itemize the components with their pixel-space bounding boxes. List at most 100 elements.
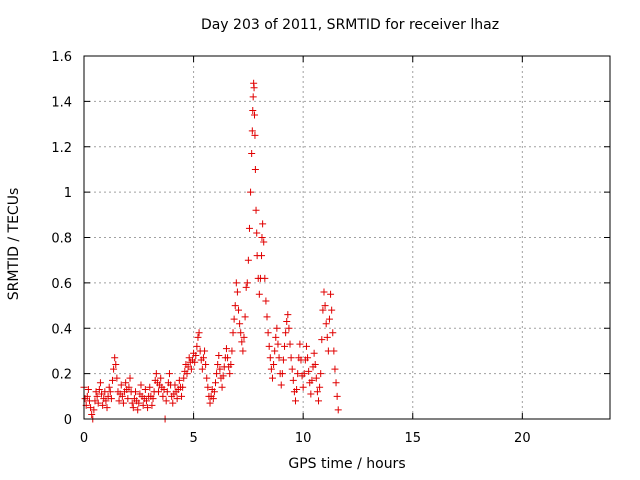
data-point [213,370,221,378]
data-point [266,354,274,362]
chart-title: Day 203 of 2011, SRMTID for receiver lha… [200,17,500,33]
data-point [249,93,257,101]
data-point [259,220,267,228]
data-point [331,365,339,373]
data-point [159,392,167,400]
data-point [279,356,287,364]
data-point [165,370,173,378]
data-point [251,131,259,139]
data-point [227,361,235,369]
data-point [268,374,276,382]
data-point [198,365,206,373]
data-point [272,333,280,341]
y-tick-label: 1.4 [51,95,72,110]
data-point [258,252,266,260]
data-point [180,374,188,382]
data-point [277,381,285,389]
data-point [319,306,327,314]
data-point [132,388,140,396]
data-point [233,288,241,296]
data-point [236,320,244,328]
data-point [288,365,296,373]
data-point [107,395,115,403]
data-point [305,367,313,375]
data-point [270,361,278,369]
data-point [113,374,121,382]
data-point [224,354,232,362]
data-point [118,392,126,400]
data-point [296,340,304,348]
data-point [94,399,102,407]
data-point [218,383,226,391]
data-point [237,329,245,337]
data-point [251,165,259,173]
data-point [216,365,224,373]
data-point [126,374,134,382]
data-point [152,370,160,378]
data-point [245,224,253,232]
data-point [250,84,258,92]
data-point [108,376,116,384]
data-point [333,392,341,400]
data-point [103,404,111,412]
data-point [273,324,281,332]
data-point [300,370,308,378]
data-point [169,399,177,407]
data-point [253,229,261,237]
data-point [267,365,275,373]
data-point [278,370,286,378]
y-tick-label: 0.6 [51,277,72,292]
data-point [191,358,199,366]
data-point [239,347,247,355]
data-point [332,379,340,387]
data-point [302,342,310,350]
data-point [275,354,283,362]
data-point [222,345,230,353]
data-point [334,406,342,414]
grid [84,56,610,419]
data-point [238,338,246,346]
data-point [244,256,252,264]
data-point [243,279,251,287]
data-point [260,238,268,246]
data-point [320,288,328,296]
x-axis-label: GPS time / hours [288,456,406,472]
data-point [141,386,149,394]
data-point [183,370,191,378]
data-point [178,392,186,400]
data-point [175,376,183,384]
data-point [251,111,259,119]
data-point [206,399,214,407]
data-point [105,383,113,391]
data-point [241,313,249,321]
data-point [117,381,125,389]
data-point [286,340,294,348]
data-point [232,279,240,287]
data-point [248,127,256,135]
data-point [322,320,330,328]
data-point [93,392,101,400]
data-point [192,351,200,359]
data-point [201,347,209,355]
data-point [83,392,91,400]
x-tick-label: 5 [189,431,197,446]
data-point [294,370,302,378]
data-point [321,302,329,310]
data-point [317,370,325,378]
data-point [194,333,202,341]
data-point [235,306,243,314]
data-point [155,388,163,396]
data-point [329,329,337,337]
data-point [146,383,154,391]
data-point [255,290,263,298]
data-point [311,361,319,369]
data-point [247,188,255,196]
data-point [134,406,142,414]
data-point [106,388,114,396]
data-point [171,381,179,389]
data-point [142,397,150,405]
data-point [312,374,320,382]
y-tick-label: 1.6 [51,50,72,65]
data-point [204,383,212,391]
